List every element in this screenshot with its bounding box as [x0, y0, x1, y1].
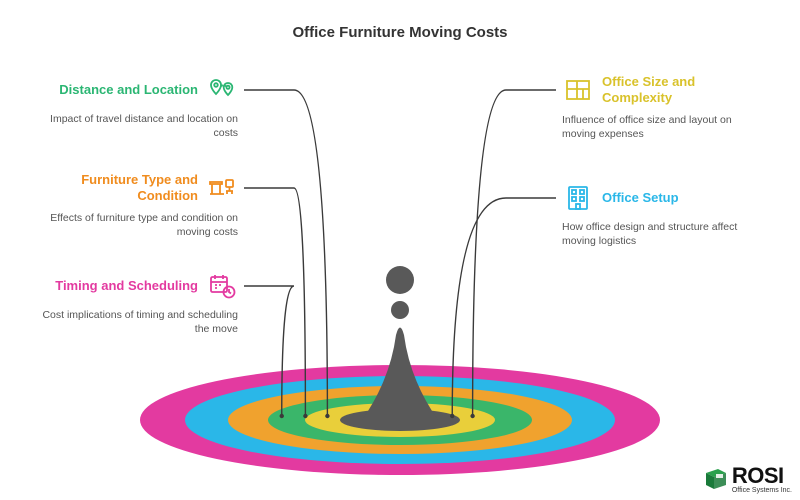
factor-desc: Effects of furniture type and condition …: [38, 211, 238, 239]
floor-plan-icon: [562, 74, 594, 106]
logo-sub-text: Office Systems Inc.: [732, 487, 792, 494]
map-pin-pair-icon: [206, 74, 238, 106]
logo-cube-icon: [700, 467, 728, 491]
factor-desc: Cost implications of timing and scheduli…: [38, 308, 238, 336]
factor-desc: Impact of travel distance and location o…: [38, 112, 238, 140]
factor-distance: Distance and Location Impact of travel d…: [38, 74, 238, 140]
factor-title: Office Size and Complexity: [602, 74, 762, 107]
factor-setup: Office Setup How office design and struc…: [562, 182, 762, 248]
factor-furniture: Furniture Type and Condition Effects of …: [38, 172, 238, 239]
factor-desc: Influence of office size and layout on m…: [562, 113, 762, 141]
calendar-clock-icon: [206, 270, 238, 302]
desk-chair-icon: [206, 172, 238, 204]
factor-title: Distance and Location: [59, 82, 198, 98]
factor-size: Office Size and Complexity Influence of …: [562, 74, 762, 141]
logo-brand-text: ROSI: [732, 463, 792, 489]
factor-title: Office Setup: [602, 190, 679, 206]
factor-title: Timing and Scheduling: [55, 278, 198, 294]
factor-timing: Timing and Scheduling Cost implications …: [38, 270, 238, 336]
factor-desc: How office design and structure affect m…: [562, 220, 762, 248]
factor-title: Furniture Type and Condition: [38, 172, 198, 205]
building-grid-icon: [562, 182, 594, 214]
brand-logo: ROSI Office Systems Inc.: [700, 463, 792, 494]
